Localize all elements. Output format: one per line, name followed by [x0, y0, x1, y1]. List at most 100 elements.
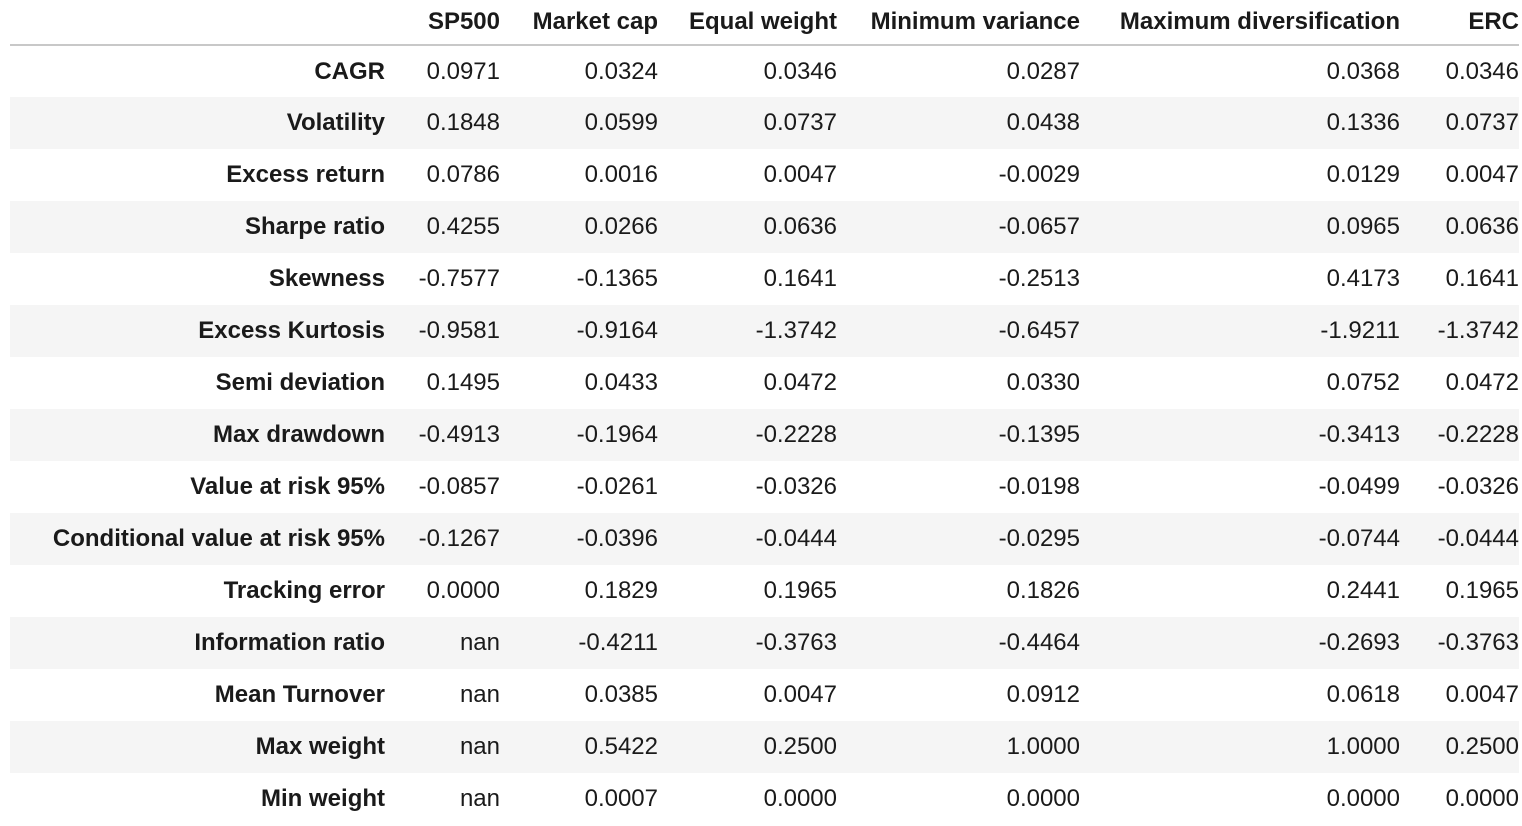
- table-cell: -0.4913: [418, 421, 500, 448]
- table-cell: -0.0499: [1318, 473, 1400, 500]
- table-cell: 0.0346: [763, 57, 837, 85]
- table-cell: 0.1965: [763, 577, 837, 604]
- table-cell: 0.2500: [763, 733, 837, 760]
- table-cell: 0.0287: [1006, 57, 1080, 85]
- table-cell: -0.4464: [998, 629, 1080, 656]
- row-label: Value at risk 95%: [190, 473, 385, 500]
- table-cell: 0.1826: [1006, 577, 1080, 604]
- row-label: Conditional value at risk 95%: [52, 525, 385, 552]
- table-cell: -0.2693: [1318, 629, 1400, 656]
- table-cell: 0.0472: [763, 369, 837, 396]
- table-cell: -1.3742: [1437, 317, 1519, 344]
- column-header-market-cap: Market cap: [500, 0, 658, 46]
- table-cell: -0.0444: [1437, 525, 1519, 552]
- table-cell: 0.0000: [1006, 785, 1080, 812]
- table-cell: -0.2513: [998, 265, 1080, 292]
- table-cell: 0.0330: [1006, 369, 1080, 396]
- table-row: Semi deviation 0.1495 0.0433 0.0472 0.0330 0.…: [10, 357, 1519, 409]
- table-cell: 0.0324: [584, 57, 658, 85]
- table-cell: 0.0786: [426, 161, 500, 188]
- table-row: Tracking error 0.0000 0.1829 0.1965 0.1826 0.…: [10, 565, 1519, 617]
- table-cell: 0.0971: [426, 57, 500, 85]
- table-cell: -0.0396: [576, 525, 658, 552]
- table-cell: -0.1395: [998, 421, 1080, 448]
- table-cell: -0.3413: [1318, 421, 1400, 448]
- table-cell: 0.1336: [1326, 109, 1400, 136]
- table-cell: 1.0000: [1006, 733, 1080, 760]
- table-cell: -0.0744: [1318, 525, 1400, 552]
- table-cell: 0.0047: [1445, 161, 1519, 188]
- table-cell: 0.2500: [1445, 733, 1519, 760]
- table-cell: 0.0636: [1445, 213, 1519, 240]
- table-cell: -0.1365: [576, 265, 658, 292]
- table-cell: -0.3763: [755, 629, 837, 656]
- table-cell: nan: [459, 785, 500, 812]
- table-row: Sharpe ratio 0.4255 0.0266 0.0636 -0.0657 0.0…: [10, 201, 1519, 253]
- row-label: Volatility: [286, 109, 385, 136]
- row-label: Skewness: [268, 265, 385, 292]
- table-cell: 0.1641: [763, 265, 837, 292]
- table-cell: -0.2228: [1437, 421, 1519, 448]
- table-cell: -0.0295: [998, 525, 1080, 552]
- table-cell: -0.4211: [578, 629, 658, 656]
- table-cell: 0.1965: [1445, 577, 1519, 604]
- table-cell: 0.0007: [584, 785, 658, 812]
- row-label: Mean Turnover: [214, 681, 385, 708]
- table-cell: 0.0368: [1326, 57, 1400, 85]
- column-header-maximum-diversification: Maximum diversification: [1080, 0, 1400, 46]
- table-cell: 0.1495: [426, 369, 500, 396]
- table-row: CAGR 0.0971 0.0324 0.0346 0.0287 0.0368 0.0346: [10, 45, 1519, 97]
- table-row: Max drawdown -0.4913 -0.1964 -0.2228 -0.1395…: [10, 409, 1519, 461]
- table-cell: -0.0657: [998, 213, 1080, 240]
- table-cell: 0.2441: [1326, 577, 1400, 604]
- table-cell: 0.0618: [1326, 681, 1400, 708]
- table-cell: 0.4173: [1326, 265, 1400, 292]
- table-cell: -0.0326: [1437, 473, 1519, 500]
- table-cell: 0.5422: [584, 733, 658, 760]
- table-row: Mean Turnover nan 0.0385 0.0047 0.0912 0.0618…: [10, 669, 1519, 721]
- table-cell: -0.1267: [418, 525, 500, 552]
- table-cell: -0.3763: [1437, 629, 1519, 656]
- row-label: Max weight: [255, 733, 385, 760]
- table-cell: 0.0047: [1445, 681, 1519, 708]
- table-cell: 0.1829: [584, 577, 658, 604]
- table-cell: -0.0029: [998, 161, 1080, 188]
- table-cell: -0.1964: [576, 421, 658, 448]
- row-label: CAGR: [314, 57, 385, 85]
- table-cell: 0.0737: [1445, 109, 1519, 136]
- table-cell: 0.1641: [1445, 265, 1519, 292]
- table-cell: 0.0636: [763, 213, 837, 240]
- table-cell: nan: [459, 681, 500, 708]
- table-cell: 0.0752: [1326, 369, 1400, 396]
- table-cell: 1.0000: [1326, 733, 1400, 760]
- table-cell: 0.0912: [1006, 681, 1080, 708]
- row-label: Tracking error: [223, 577, 385, 604]
- table-cell: 0.0438: [1006, 109, 1080, 136]
- row-label: Excess return: [226, 161, 385, 188]
- table-cell: 0.0047: [763, 161, 837, 188]
- table-row: Excess return 0.0786 0.0016 0.0047 -0.0029 0.…: [10, 149, 1519, 201]
- table-cell: -0.0198: [998, 473, 1080, 500]
- table-cell: 0.0016: [584, 161, 658, 188]
- table-cell: 0.0000: [763, 785, 837, 812]
- table-row: Skewness -0.7577 -0.1365 0.1641 -0.2513 0.417…: [10, 253, 1519, 305]
- table-cell: 0.0000: [1326, 785, 1400, 812]
- row-label: Max drawdown: [212, 421, 385, 448]
- table-cell: 0.0599: [584, 109, 658, 136]
- row-label: Semi deviation: [215, 369, 385, 396]
- table-cell: -0.9581: [418, 317, 500, 344]
- header-row: SP500 Market cap Equal weight Minimum va…: [10, 0, 1519, 46]
- table-cell: -0.0261: [576, 473, 658, 500]
- table-cell: 0.0266: [584, 213, 658, 240]
- table-row: Excess Kurtosis -0.9581 -0.9164 -1.3742 -0.6…: [10, 305, 1519, 357]
- table-cell: 0.0433: [584, 369, 658, 396]
- index-header: [10, 0, 385, 46]
- column-header-erc: ERC: [1400, 0, 1519, 46]
- table-row: Conditional value at risk 95% -0.1267 -0.0…: [10, 513, 1519, 565]
- metrics-table-container: SP500 Market cap Equal weight Minimum va…: [10, 0, 1519, 825]
- table-cell: 0.4255: [426, 213, 500, 240]
- table-cell: 0.0047: [763, 681, 837, 708]
- row-label: Min weight: [261, 785, 385, 812]
- table-cell: 0.0129: [1326, 161, 1400, 188]
- table-cell: -0.0857: [418, 473, 500, 500]
